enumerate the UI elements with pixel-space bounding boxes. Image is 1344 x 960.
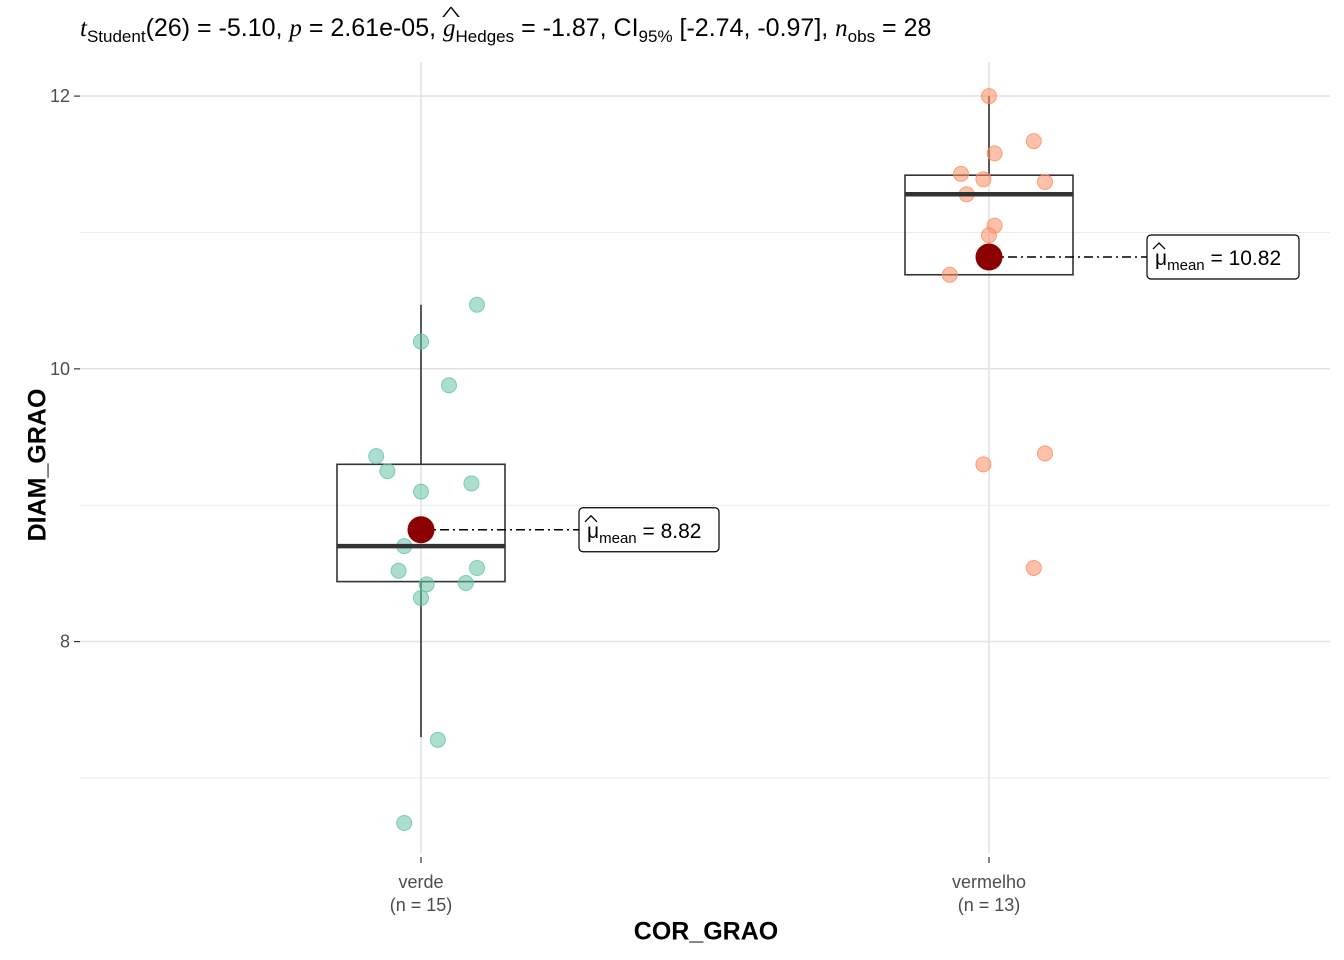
data-point — [418, 576, 435, 593]
mean-label-box — [1146, 234, 1300, 280]
data-point — [413, 483, 429, 500]
eq-sign: = — [514, 14, 543, 42]
data-point — [1025, 559, 1042, 576]
data-point — [975, 456, 992, 473]
data-point — [413, 589, 429, 606]
t-sub: Student — [86, 27, 146, 46]
t-value: -5.10 — [218, 14, 276, 42]
n-symbol: n — [835, 15, 848, 42]
ci-sub: 95% — [638, 27, 673, 46]
data-point — [413, 333, 429, 350]
data-point — [390, 562, 407, 579]
t-symbol: t — [80, 15, 87, 42]
data-point — [368, 448, 385, 465]
x-tick-n-label: (n = 13) — [958, 895, 1021, 915]
mean-label: μmean = 8.82 — [587, 520, 701, 547]
data-point — [941, 266, 958, 283]
mean-label-box — [578, 507, 720, 553]
eq-sign: = — [875, 14, 904, 42]
p-symbol: p — [289, 15, 302, 42]
data-point — [953, 165, 969, 182]
data-point — [463, 475, 480, 492]
x-tick-n-label: (n = 15) — [390, 895, 453, 915]
ci-symbol: CI — [613, 14, 639, 42]
t-df: (26) — [145, 14, 191, 42]
mean-label: μmean = 10.82 — [1155, 247, 1281, 274]
data-point — [1025, 133, 1042, 150]
mean-point — [975, 243, 1003, 271]
data-point — [986, 145, 1003, 162]
g-symbol: g — [443, 15, 456, 43]
data-point — [1037, 174, 1053, 191]
eq-sign: = — [301, 14, 331, 42]
data-point — [986, 217, 1003, 234]
data-point — [396, 814, 413, 831]
p-value: 2.61e-05 — [330, 14, 430, 42]
x-axis-title: COR_GRAO — [633, 917, 779, 946]
y-tick-label: 10 — [50, 359, 70, 379]
ci-value: [-2.74, -0.97] — [679, 14, 822, 42]
n-sub: obs — [847, 27, 876, 46]
g-sub: Hedges — [455, 27, 515, 46]
data-point — [429, 731, 446, 748]
chart-subtitle: tStudent(26) = -5.10, p = 2.61e-05, gHed… — [80, 14, 931, 47]
x-tick-label: vermelho — [952, 872, 1026, 892]
data-point — [469, 559, 485, 576]
data-point — [469, 296, 485, 313]
data-point — [975, 171, 992, 188]
n-value: 28 — [903, 14, 932, 42]
data-point — [1037, 445, 1053, 462]
mean-point — [407, 516, 435, 544]
data-point — [379, 463, 396, 480]
data-point — [457, 574, 474, 591]
x-tick-label: verde — [398, 872, 443, 892]
eq-sign: = — [190, 14, 219, 42]
y-axis-title: DIAM_GRAO — [23, 388, 52, 542]
y-tick-label: 8 — [60, 632, 70, 652]
y-tick-label: 12 — [50, 86, 70, 106]
hat-mark — [584, 514, 598, 523]
hat-mark — [1152, 242, 1166, 250]
g-value: -1.87 — [542, 14, 600, 42]
data-point — [441, 377, 457, 394]
data-point — [981, 88, 997, 105]
